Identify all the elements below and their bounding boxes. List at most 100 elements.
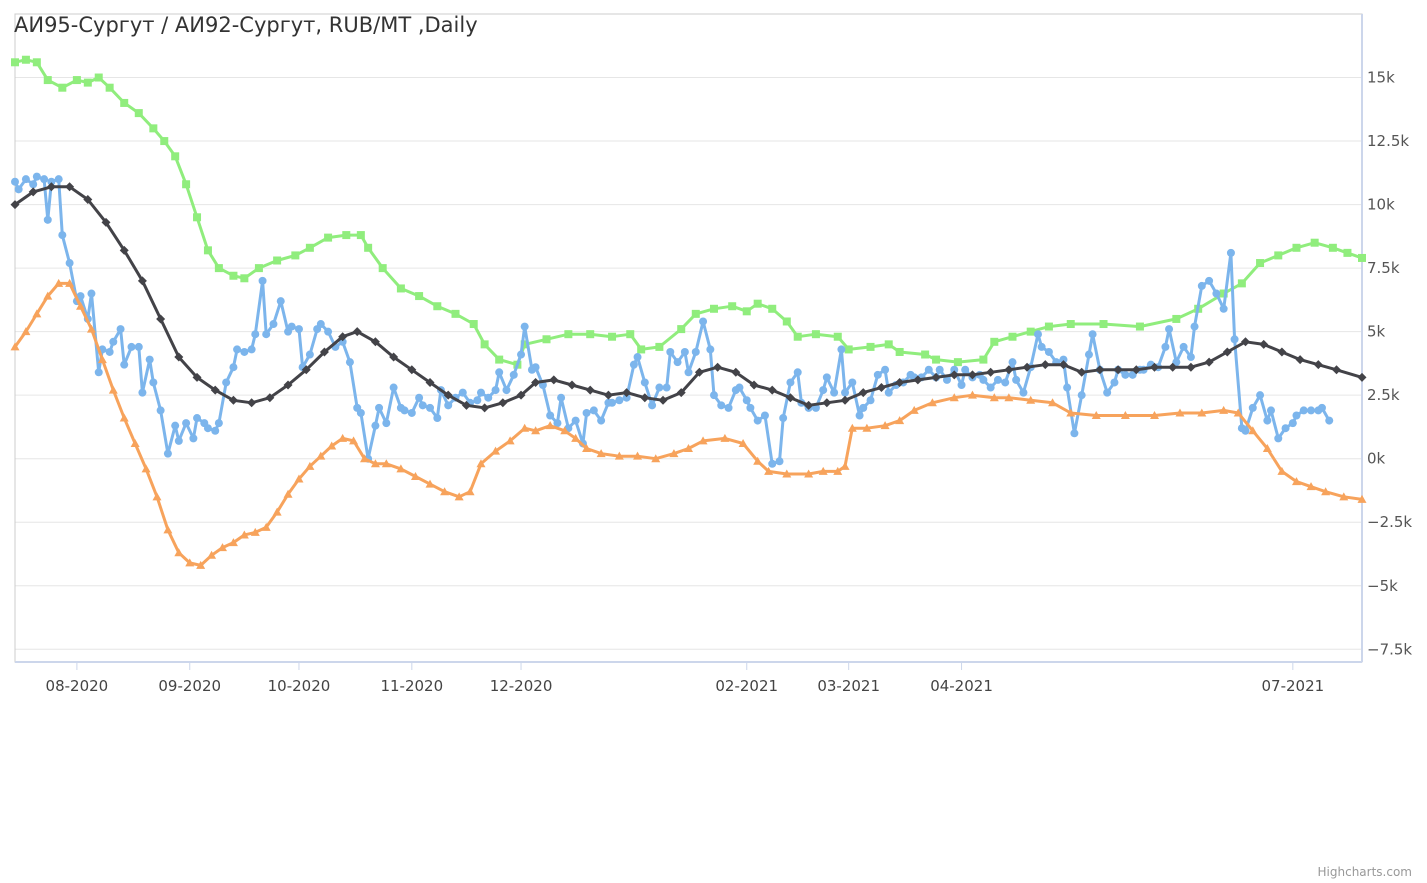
data-point[interactable] xyxy=(949,370,959,380)
data-point[interactable] xyxy=(1328,243,1337,252)
data-point[interactable] xyxy=(141,464,151,473)
data-point[interactable] xyxy=(324,233,333,242)
data-point[interactable] xyxy=(967,370,977,380)
data-point[interactable] xyxy=(192,372,202,382)
data-point[interactable] xyxy=(222,378,231,387)
data-point[interactable] xyxy=(764,466,774,475)
data-point[interactable] xyxy=(637,345,646,354)
data-point[interactable] xyxy=(1095,365,1105,375)
data-point[interactable] xyxy=(480,403,490,413)
data-point[interactable] xyxy=(1120,411,1130,420)
data-point[interactable] xyxy=(880,421,890,430)
data-point[interactable] xyxy=(1237,279,1246,288)
data-point[interactable] xyxy=(1066,320,1075,329)
data-point[interactable] xyxy=(822,373,831,382)
data-point[interactable] xyxy=(768,304,777,313)
data-point[interactable] xyxy=(1299,406,1308,415)
data-point[interactable] xyxy=(1241,337,1251,347)
data-point[interactable] xyxy=(793,332,802,341)
data-point[interactable] xyxy=(1077,391,1086,400)
data-point[interactable] xyxy=(608,398,617,407)
data-point[interactable] xyxy=(1121,370,1130,379)
data-point[interactable] xyxy=(760,411,769,420)
data-point[interactable] xyxy=(32,172,41,181)
data-point[interactable] xyxy=(389,383,398,392)
data-point[interactable] xyxy=(1099,320,1108,329)
data-point[interactable] xyxy=(58,231,67,240)
data-point[interactable] xyxy=(418,401,427,410)
data-point[interactable] xyxy=(1274,251,1283,260)
data-point[interactable] xyxy=(830,388,839,397)
data-point[interactable] xyxy=(134,109,143,118)
data-point[interactable] xyxy=(1288,419,1297,428)
data-point[interactable] xyxy=(833,332,842,341)
data-point[interactable] xyxy=(858,388,868,398)
data-point[interactable] xyxy=(1048,398,1058,407)
data-point[interactable] xyxy=(677,325,686,334)
data-point[interactable] xyxy=(1175,408,1185,417)
data-point[interactable] xyxy=(1321,487,1331,496)
data-point[interactable] xyxy=(495,355,504,364)
data-point[interactable] xyxy=(847,423,857,432)
data-point[interactable] xyxy=(410,471,420,480)
data-point[interactable] xyxy=(105,83,114,92)
data-point[interactable] xyxy=(1256,259,1265,268)
data-point[interactable] xyxy=(1339,492,1349,501)
data-point[interactable] xyxy=(305,243,314,252)
data-point[interactable] xyxy=(1026,395,1036,404)
data-point[interactable] xyxy=(728,302,737,311)
data-point[interactable] xyxy=(407,408,416,417)
data-point[interactable] xyxy=(145,355,154,364)
data-point[interactable] xyxy=(1040,360,1050,370)
data-point[interactable] xyxy=(1165,325,1174,334)
data-point[interactable] xyxy=(440,487,450,496)
data-point[interactable] xyxy=(127,342,136,351)
data-point[interactable] xyxy=(233,345,242,354)
data-point[interactable] xyxy=(884,388,893,397)
data-point[interactable] xyxy=(498,398,508,408)
data-point[interactable] xyxy=(913,375,923,385)
data-point[interactable] xyxy=(862,423,872,432)
data-point[interactable] xyxy=(597,416,606,425)
data-point[interactable] xyxy=(47,177,56,186)
data-point[interactable] xyxy=(46,182,56,192)
data-point[interactable] xyxy=(953,358,962,367)
data-point[interactable] xyxy=(658,395,668,405)
data-point[interactable] xyxy=(174,352,184,362)
data-point[interactable] xyxy=(1113,365,1123,375)
data-point[interactable] xyxy=(182,180,191,189)
data-point[interactable] xyxy=(840,395,850,405)
data-point[interactable] xyxy=(316,320,325,329)
data-point[interactable] xyxy=(130,438,140,447)
data-point[interactable] xyxy=(1186,362,1196,372)
data-point[interactable] xyxy=(1226,248,1235,257)
data-point[interactable] xyxy=(10,200,20,210)
data-point[interactable] xyxy=(633,353,642,362)
data-point[interactable] xyxy=(211,426,220,435)
data-point[interactable] xyxy=(793,368,802,377)
data-point[interactable] xyxy=(458,388,467,397)
data-point[interactable] xyxy=(993,375,1002,384)
data-point[interactable] xyxy=(371,421,380,430)
data-point[interactable] xyxy=(932,355,941,364)
data-point[interactable] xyxy=(473,396,482,405)
data-point[interactable] xyxy=(517,350,526,359)
data-point[interactable] xyxy=(182,419,191,428)
data-point[interactable] xyxy=(1332,365,1342,375)
data-point[interactable] xyxy=(229,271,238,280)
data-point[interactable] xyxy=(545,421,555,430)
data-point[interactable] xyxy=(931,372,941,382)
data-point[interactable] xyxy=(72,76,81,85)
data-point[interactable] xyxy=(272,507,282,516)
data-point[interactable] xyxy=(1168,362,1178,372)
data-point[interactable] xyxy=(582,408,591,417)
data-point[interactable] xyxy=(1131,365,1141,375)
data-point[interactable] xyxy=(396,464,406,473)
data-point[interactable] xyxy=(1222,347,1232,357)
data-point[interactable] xyxy=(866,342,875,351)
data-point[interactable] xyxy=(214,419,223,428)
data-point[interactable] xyxy=(717,401,726,410)
data-point[interactable] xyxy=(935,365,944,374)
data-point[interactable] xyxy=(1022,362,1032,372)
data-point[interactable] xyxy=(251,330,260,339)
